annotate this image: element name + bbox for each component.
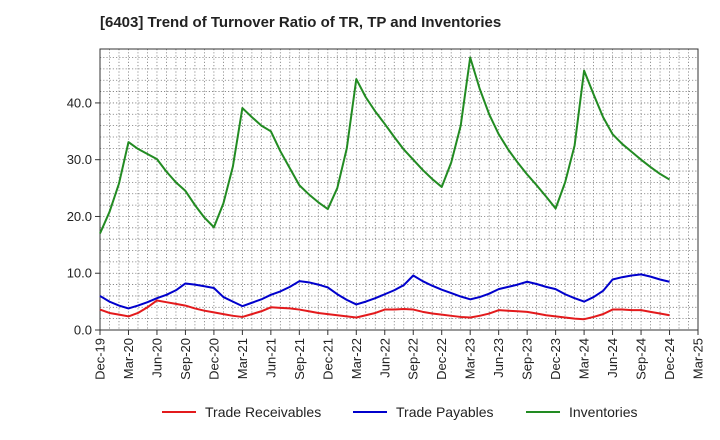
y-tick-label: 20.0: [67, 209, 92, 224]
x-tick-label: Jun-21: [263, 338, 278, 378]
x-tick-label: Sep-23: [520, 338, 535, 380]
x-tick-label: Dec-22: [434, 338, 449, 380]
legend-swatch-trade-receivables: [162, 411, 196, 413]
y-tick-label: 40.0: [67, 95, 92, 110]
series-line-inventories: [99, 56, 671, 234]
legend-label-trade-receivables: Trade Receivables: [205, 404, 322, 420]
series-line-trade-receivables: [99, 299, 670, 321]
x-tick-label: Mar-20: [121, 338, 136, 379]
x-tick-label: Dec-23: [548, 338, 563, 380]
x-tick-label: Jun-23: [491, 338, 506, 378]
x-tick-label: Jun-22: [377, 338, 392, 378]
legend-item-trade-receivables: Trade Receivables: [162, 404, 321, 420]
legend-item-inventories: Inventories: [526, 404, 637, 420]
x-tick-label: Mar-25: [691, 338, 706, 379]
y-tick-label: 30.0: [67, 152, 92, 167]
x-tick-label: Dec-19: [93, 338, 108, 380]
x-tick-label: Dec-24: [662, 338, 677, 380]
x-tick-label: Sep-24: [634, 338, 649, 380]
x-tick-label: Dec-20: [206, 338, 221, 380]
plot-frame: [99, 48, 699, 331]
legend-label-inventories: Inventories: [569, 404, 638, 420]
axis-layer: 0.0 10.0 20.0 30.0 40.0 Dec-19 Mar-20 Jun-20 Sep…: [67, 95, 706, 379]
x-tick-label: Mar-22: [349, 338, 364, 379]
chart-title: [6403] Trend of Turnover Ratio of TR, TP…: [100, 14, 502, 31]
legend-swatch-trade-payables: [353, 411, 387, 413]
x-tick-label: Jun-24: [605, 338, 620, 378]
legend-swatch-inventories: [526, 411, 560, 413]
x-tick-label: Jun-20: [149, 338, 164, 378]
x-tick-label: Mar-21: [235, 338, 250, 379]
series-layer: [99, 56, 671, 321]
x-tick-label: Sep-22: [406, 338, 421, 380]
series-line-trade-payables: [99, 273, 670, 310]
legend-label-trade-payables: Trade Payables: [396, 404, 494, 420]
x-tick-label: Sep-21: [292, 338, 307, 380]
y-tick-label: 0.0: [74, 323, 92, 338]
legend: Trade Receivables Trade Payables Invento…: [0, 404, 720, 426]
x-tick-label: Sep-20: [178, 338, 193, 380]
x-tick-label: Mar-24: [577, 338, 592, 379]
grid-layer: [100, 49, 698, 330]
legend-item-trade-payables: Trade Payables: [353, 404, 494, 420]
y-tick-label: 10.0: [67, 266, 92, 281]
x-tick-label: Mar-23: [463, 338, 478, 379]
x-tick-label: Dec-21: [320, 338, 335, 380]
